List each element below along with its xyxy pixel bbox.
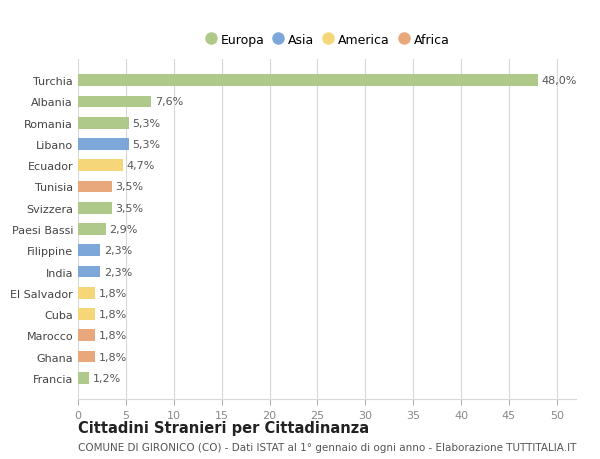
Bar: [78, 160, 123, 172]
Legend: Europa, Asia, America, Africa: Europa, Asia, America, Africa: [205, 34, 449, 47]
Text: Cittadini Stranieri per Cittadinanza: Cittadini Stranieri per Cittadinanza: [78, 420, 369, 435]
Text: 4,7%: 4,7%: [127, 161, 155, 171]
Bar: [78, 351, 95, 363]
Bar: [78, 181, 112, 193]
Bar: [78, 308, 95, 320]
Text: COMUNE DI GIRONICO (CO) - Dati ISTAT al 1° gennaio di ogni anno - Elaborazione T: COMUNE DI GIRONICO (CO) - Dati ISTAT al …: [78, 442, 577, 452]
Text: 7,6%: 7,6%: [155, 97, 183, 107]
Bar: [78, 330, 95, 341]
Text: 2,3%: 2,3%: [104, 267, 132, 277]
Text: 2,9%: 2,9%: [110, 224, 138, 235]
Bar: [78, 266, 100, 278]
Bar: [78, 202, 112, 214]
Text: 5,3%: 5,3%: [133, 118, 161, 129]
Text: 1,8%: 1,8%: [99, 288, 127, 298]
Bar: [78, 287, 95, 299]
Text: 1,8%: 1,8%: [99, 352, 127, 362]
Text: 5,3%: 5,3%: [133, 140, 161, 150]
Text: 1,2%: 1,2%: [94, 373, 122, 383]
Bar: [78, 118, 129, 129]
Bar: [78, 75, 538, 87]
Text: 3,5%: 3,5%: [115, 203, 143, 213]
Bar: [78, 139, 129, 151]
Text: 2,3%: 2,3%: [104, 246, 132, 256]
Text: 48,0%: 48,0%: [542, 76, 577, 86]
Bar: [78, 245, 100, 257]
Bar: [78, 96, 151, 108]
Bar: [78, 372, 89, 384]
Bar: [78, 224, 106, 235]
Text: 3,5%: 3,5%: [115, 182, 143, 192]
Text: 1,8%: 1,8%: [99, 330, 127, 341]
Text: 1,8%: 1,8%: [99, 309, 127, 319]
